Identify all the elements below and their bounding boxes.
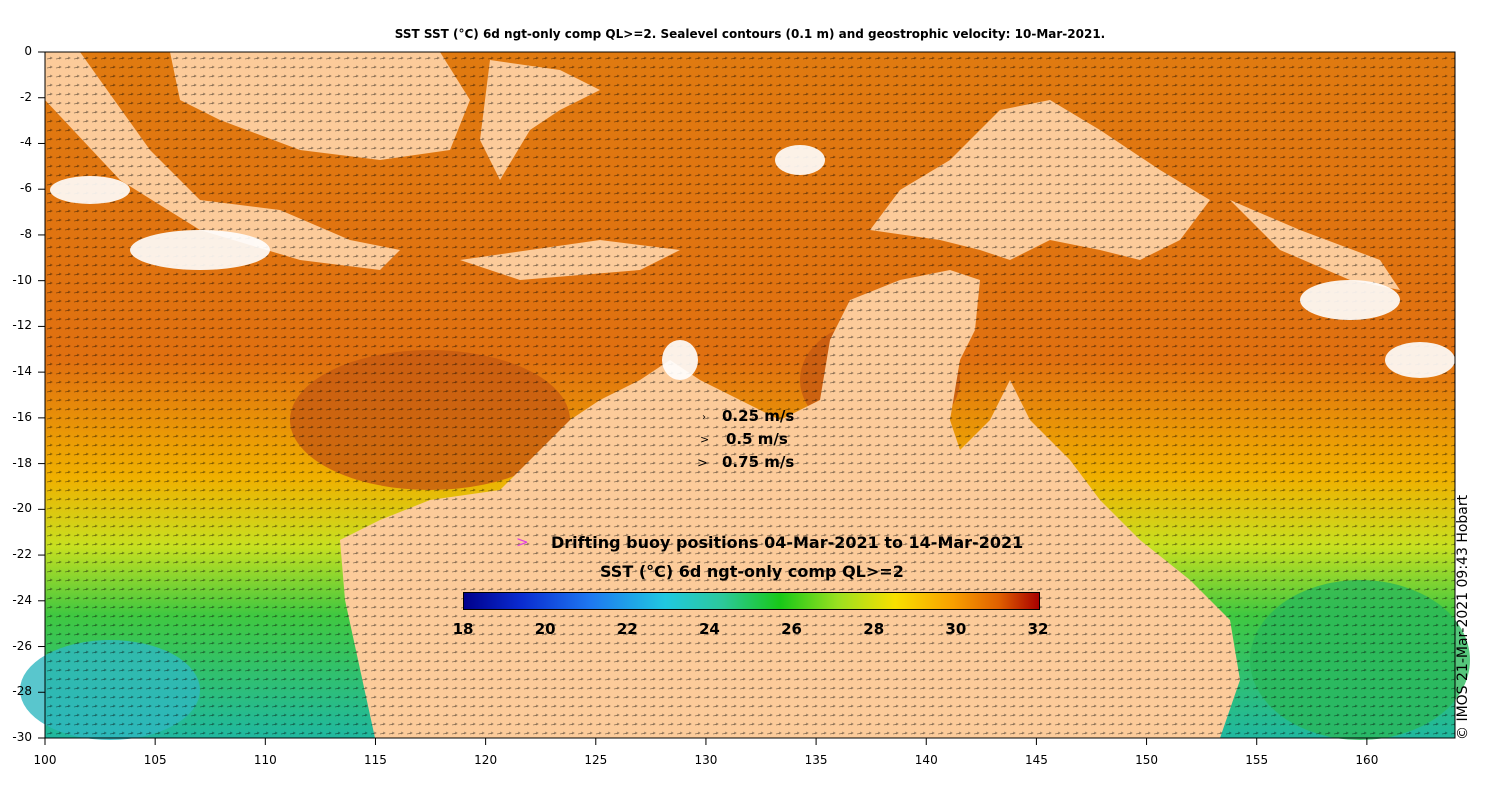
buoy-symbol: > xyxy=(516,533,529,551)
y-tick-label: -16 xyxy=(12,409,32,424)
x-tick-label: 160 xyxy=(1355,753,1379,767)
y-tick-label: -20 xyxy=(12,501,32,516)
colorbar xyxy=(463,592,1040,610)
colorbar-title: SST (°C) 6d ngt-only comp QL>=2 xyxy=(600,562,904,581)
y-tick-label: -28 xyxy=(12,684,32,699)
velocity-arrow-075: > xyxy=(697,456,708,471)
colorbar-tick-label: 20 xyxy=(534,620,556,638)
x-tick-label: 105 xyxy=(143,753,167,767)
credit-text: © IMOS 21-Mar-2021 09:43 Hobart xyxy=(1455,494,1471,740)
velocity-legend-025: 0.25 m/s xyxy=(722,407,795,425)
y-tick-label: -30 xyxy=(12,730,32,744)
x-tick-label: 155 xyxy=(1245,753,1269,767)
colorbar-tick-label: 28 xyxy=(863,620,885,638)
y-tick-label: -24 xyxy=(12,592,32,607)
y-tick-label: -6 xyxy=(20,181,32,196)
plot-frame xyxy=(44,51,1456,739)
colorbar-tick-label: 22 xyxy=(616,620,638,638)
x-tick-label: 120 xyxy=(474,753,498,767)
velocity-arrow-025: › xyxy=(702,412,706,423)
colorbar-tick-label: 30 xyxy=(945,620,967,638)
y-tick-label: -8 xyxy=(20,226,32,241)
x-tick-label: 125 xyxy=(584,753,608,767)
colorbar-tick-label: 26 xyxy=(781,620,802,638)
y-tick-label: -26 xyxy=(12,638,32,653)
x-tick-label: 150 xyxy=(1135,753,1159,767)
colorbar-tick-label: 18 xyxy=(452,620,474,638)
x-tick-label: 115 xyxy=(364,753,387,767)
y-tick-label: -18 xyxy=(12,455,32,470)
x-tick-label: 140 xyxy=(914,753,938,767)
cloud-patches xyxy=(50,145,1455,380)
velocity-legend-075: 0.75 m/s xyxy=(722,453,795,471)
x-tick-label: 145 xyxy=(1024,753,1048,767)
y-tick-label: -10 xyxy=(12,272,32,287)
current-vectors xyxy=(45,52,1455,738)
velocity-arrow-05: > xyxy=(700,433,709,446)
x-tick-label: 135 xyxy=(804,753,828,767)
y-tick-label: -14 xyxy=(12,364,32,379)
y-tick-label: -22 xyxy=(12,547,32,562)
velocity-legend-05: 0.5 m/s xyxy=(726,430,788,448)
colorbar-tick-label: 24 xyxy=(698,620,720,638)
y-tick-label: -2 xyxy=(20,89,32,104)
x-tick-label: 100 xyxy=(33,753,57,767)
map-title: SST SST (°C) 6d ngt-only comp QL>=2. Sea… xyxy=(394,27,1106,41)
y-tick-label: 0 xyxy=(24,44,32,58)
colorbar-tick-label: 32 xyxy=(1027,620,1049,638)
x-tick-label: 130 xyxy=(694,753,718,767)
x-tick-label: 110 xyxy=(253,753,277,767)
y-tick-label: -4 xyxy=(20,135,32,150)
y-tick-label: -12 xyxy=(12,318,32,333)
buoy-legend-label: Drifting buoy positions 04-Mar-2021 to 1… xyxy=(551,533,1024,552)
